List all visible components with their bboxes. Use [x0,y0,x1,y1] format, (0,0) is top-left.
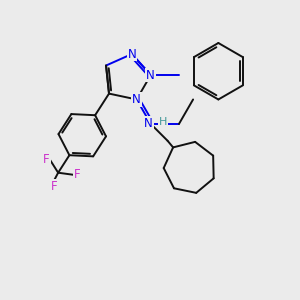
Text: F: F [74,168,80,181]
Text: N: N [146,68,155,82]
Text: H: H [158,116,167,127]
Text: N: N [144,117,153,130]
Text: N: N [132,93,141,106]
Text: N: N [128,47,136,61]
Text: F: F [51,180,58,193]
Text: F: F [43,153,50,166]
